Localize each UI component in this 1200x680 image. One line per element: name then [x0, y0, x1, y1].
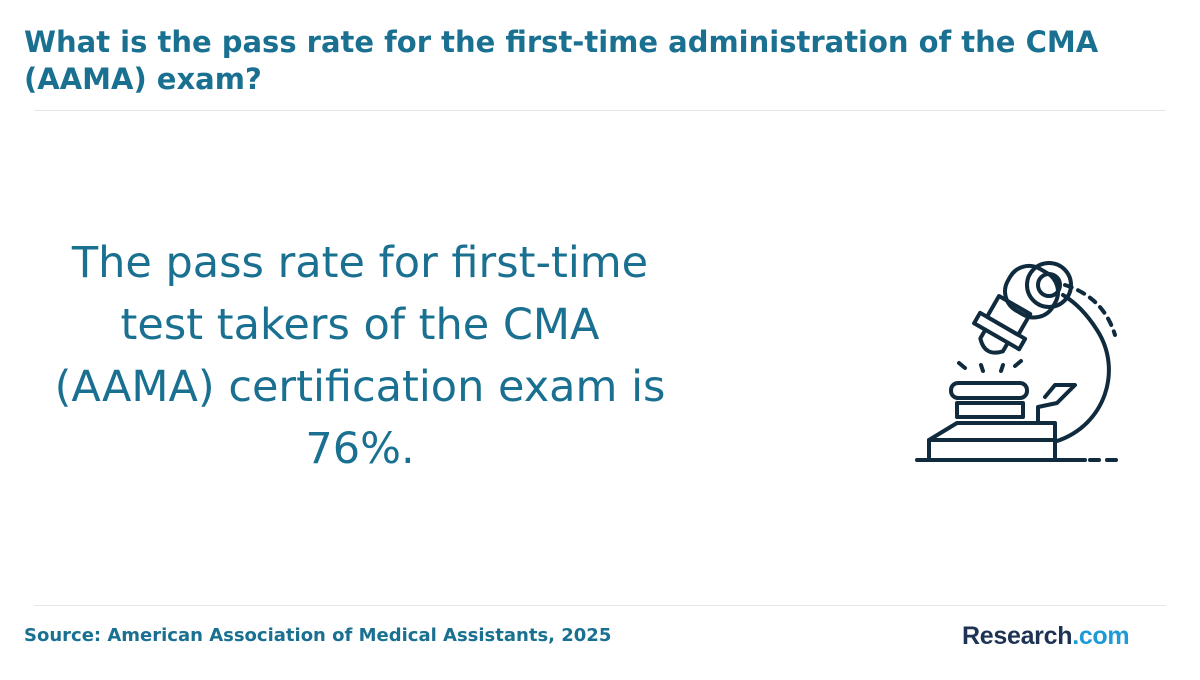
footer-divider [34, 605, 1166, 606]
microscope-head [972, 263, 1060, 355]
knob-outer [1025, 261, 1073, 309]
research-logo[interactable]: Research.com [962, 620, 1130, 652]
source-citation: Source: American Association of Medical … [24, 625, 612, 646]
light-ray [979, 363, 985, 373]
microscope-icon [915, 261, 1118, 462]
stage-base [927, 421, 1057, 462]
header-divider [34, 110, 1166, 111]
logo-brand: Research [962, 622, 1073, 650]
curved-arm [1055, 293, 1111, 443]
pedestal [955, 401, 1025, 419]
arm-dashed-arc [1063, 283, 1117, 337]
light-ray [1013, 359, 1023, 368]
pass-rate-statement: The pass rate for first-time test takers… [54, 238, 666, 474]
light-ray [957, 361, 967, 370]
arm-bracket [1036, 383, 1077, 425]
knob-inner [1036, 272, 1062, 298]
specimen-dish [949, 381, 1029, 400]
light-ray [999, 363, 1005, 373]
page-title: What is the pass rate for the first-time… [24, 25, 1099, 96]
logo-tld: .com [1072, 622, 1130, 650]
